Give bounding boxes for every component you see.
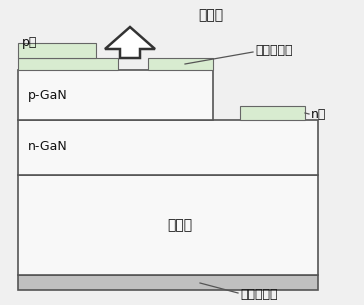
Text: p-GaN: p-GaN: [28, 88, 68, 102]
Text: n极: n极: [311, 107, 327, 120]
Bar: [240, 106, 305, 120]
Bar: [18, 70, 213, 120]
Text: 光发射: 光发射: [198, 8, 223, 22]
Bar: [18, 58, 118, 70]
Text: p极: p极: [22, 36, 37, 49]
Bar: [18, 275, 318, 290]
Bar: [18, 120, 318, 175]
Polygon shape: [105, 27, 155, 58]
Text: 电流扩散层: 电流扩散层: [255, 44, 293, 56]
Bar: [18, 175, 318, 275]
Bar: [148, 58, 213, 70]
Bar: [18, 43, 96, 58]
Text: 金属反射层: 金属反射层: [240, 289, 277, 302]
Text: 蓝宝石: 蓝宝石: [167, 218, 193, 232]
Text: n-GaN: n-GaN: [28, 141, 68, 153]
